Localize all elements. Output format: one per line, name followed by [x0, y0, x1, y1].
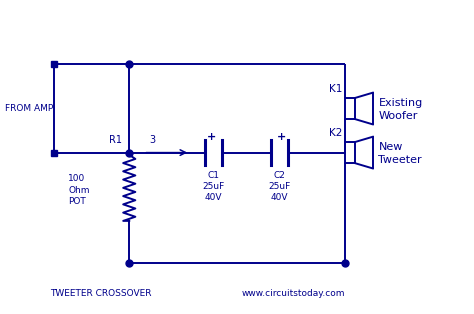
Text: 40V: 40V: [205, 193, 222, 202]
Text: R1: R1: [109, 135, 122, 145]
Text: FROM AMP: FROM AMP: [5, 104, 54, 113]
Text: K1: K1: [329, 84, 342, 94]
Text: +: +: [277, 132, 286, 142]
Text: www.circuitstoday.com: www.circuitstoday.com: [241, 289, 345, 298]
Text: 40V: 40V: [270, 193, 288, 202]
Text: 100
Ohm
POT: 100 Ohm POT: [68, 175, 90, 206]
Text: 3: 3: [150, 135, 156, 145]
Text: New: New: [378, 142, 403, 152]
Text: 25uF: 25uF: [202, 182, 225, 191]
Text: K2: K2: [329, 127, 342, 138]
Text: Tweeter: Tweeter: [378, 154, 422, 165]
Text: +: +: [207, 132, 216, 142]
Text: Existing: Existing: [378, 98, 423, 108]
Text: C1: C1: [208, 171, 219, 180]
Text: TWEETER CROSSOVER: TWEETER CROSSOVER: [50, 289, 151, 298]
Text: C2: C2: [273, 171, 285, 180]
Text: 25uF: 25uF: [268, 182, 290, 191]
Bar: [345, 142, 355, 163]
Bar: [345, 98, 355, 119]
Text: Woofer: Woofer: [378, 111, 418, 121]
